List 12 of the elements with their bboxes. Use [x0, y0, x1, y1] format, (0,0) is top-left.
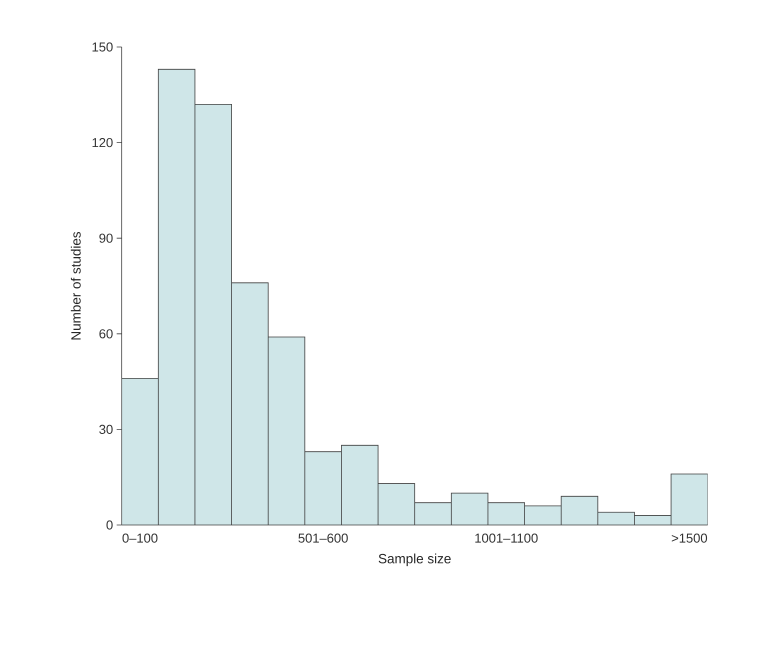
y-tick-label: 60 [99, 329, 113, 338]
y-tick-label: 0 [106, 520, 113, 530]
x-axis-title: Sample size [378, 554, 451, 566]
y-tick-label: 120 [92, 138, 113, 148]
y-axis-title: Number of studies [70, 232, 81, 340]
x-tick-label: 501–600 [298, 534, 348, 543]
x-tick-label: 1001–1100 [475, 534, 538, 543]
y-tick-label: 150 [92, 42, 113, 52]
x-tick-label: 0–100 [122, 534, 158, 543]
x-tick-label: >1500 [672, 534, 708, 543]
y-tick-label: 30 [99, 424, 113, 434]
y-tick-label: 90 [99, 234, 113, 243]
